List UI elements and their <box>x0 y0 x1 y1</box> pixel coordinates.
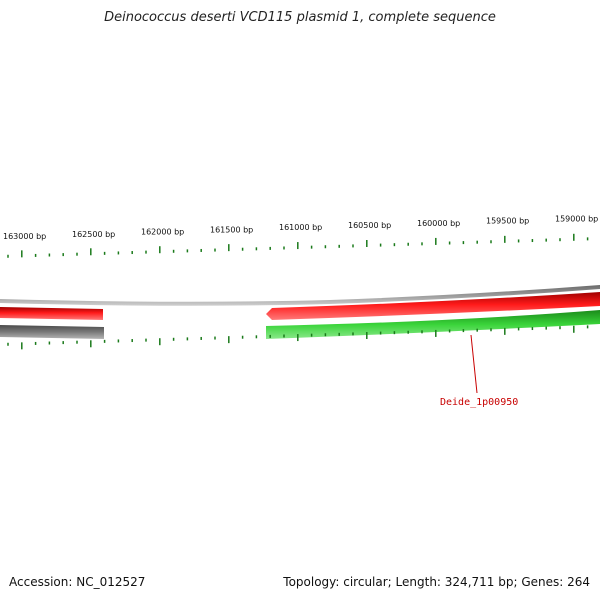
reverse-gene-deide-1p00950[interactable] <box>266 310 600 339</box>
ruler-label: 162500 bp <box>72 230 115 239</box>
ruler-label: 159000 bp <box>555 214 598 223</box>
ruler-label: 162000 bp <box>141 228 184 237</box>
ruler-label: 160000 bp <box>417 219 460 228</box>
gene-label-deide-1p00950: Deide_1p00950 <box>440 397 518 408</box>
ruler-label: 163000 bp <box>3 232 46 241</box>
map-title: Deinococcus deserti VCD115 plasmid 1, co… <box>104 10 496 25</box>
ruler-label: 161500 bp <box>210 225 253 234</box>
topology-summary-text: Topology: circular; Length: 324,711 bp; … <box>283 575 590 589</box>
ruler-label: 161000 bp <box>279 223 322 232</box>
ruler-label: 160500 bp <box>348 221 391 230</box>
accession-text: Accession: NC_012527 <box>9 575 146 589</box>
sequence-backbone <box>0 285 600 306</box>
forward-gene-right[interactable] <box>266 292 600 320</box>
ruler-labels: 163000 bp 162500 bp 162000 bp 161500 bp 1610… <box>3 214 598 241</box>
ruler-label: 159500 bp <box>486 217 529 226</box>
gene-label-leader-line <box>470 334 478 394</box>
forward-gene-left[interactable] <box>0 307 103 320</box>
outer-tick-marks <box>7 233 589 258</box>
reverse-gene-left[interactable] <box>0 325 104 339</box>
inner-tick-marks <box>7 325 589 350</box>
